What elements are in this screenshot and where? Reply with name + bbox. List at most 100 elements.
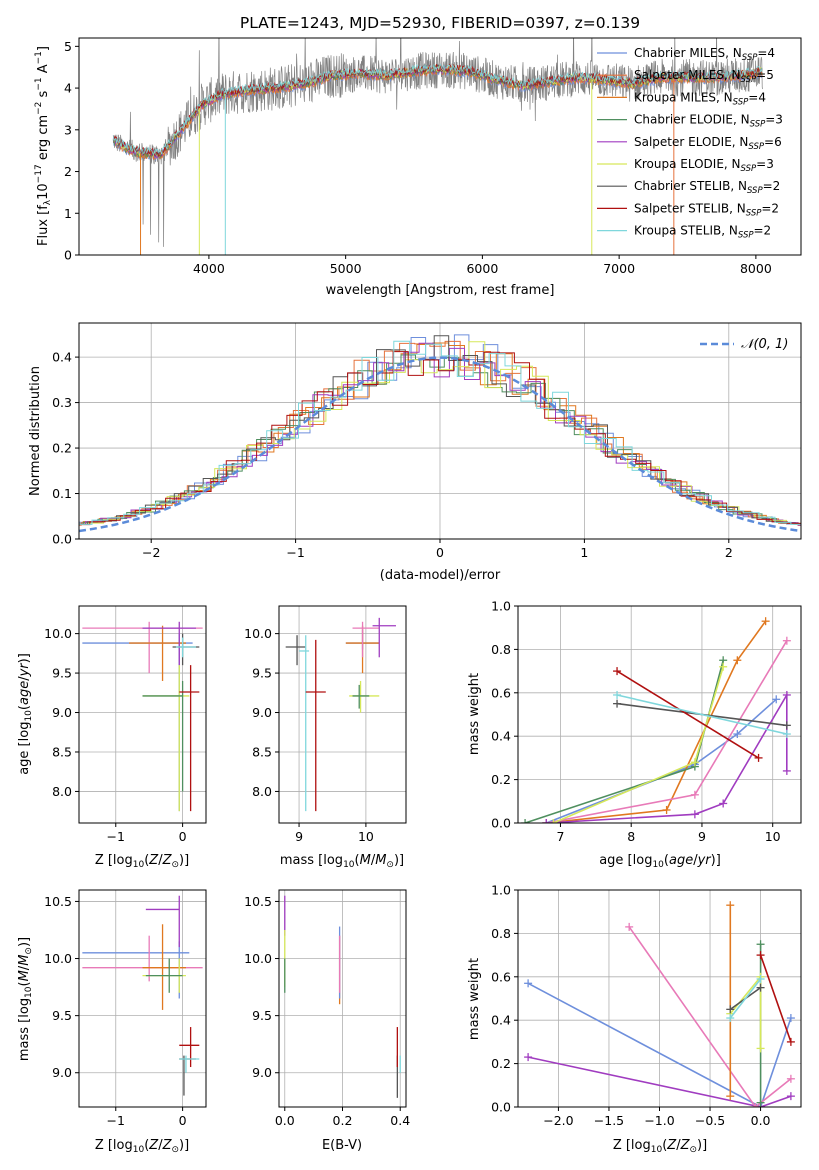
legend-normal-curve-label: 𝒩(0, 1) xyxy=(741,337,788,352)
normal-curve xyxy=(79,356,801,533)
age-vs-mass-frame xyxy=(278,605,407,824)
age-vs-z-plot-area xyxy=(79,606,206,823)
spectrum-xlabel: wavelength [Angstrom, rest frame] xyxy=(326,283,555,298)
y-tick-label: 8.5 xyxy=(252,744,272,759)
age-vs-z-panel: −1 0 8.0 8.5 9.0 9.5 10.0 Z [log10(Z/Z⊙)] age … xyxy=(17,605,207,870)
y-tick-label: 8.0 xyxy=(252,784,272,799)
weight-vs-age-ylabel: mass weight xyxy=(467,673,482,755)
spectrum-legend: Chabrier MILES, NSSP=4 Salpeter MILES, NS… xyxy=(597,46,783,241)
age-vs-mass-errorbars xyxy=(285,617,396,812)
mass-vs-ebv-panel: 0.0 0.2 0.4 9.0 9.5 10.0 10.5 E(B-V) xyxy=(244,889,410,1153)
mass-vs-z-panel: −1 0 9.0 9.5 10.0 10.5 Z [log10(Z/Z⊙)] mass [… xyxy=(17,889,207,1155)
legend-label-chabrier_stelib: Chabrier STELIB, NSSP=2 xyxy=(634,179,780,196)
weight-vs-age-xlabel: age [log10(age/yr)] xyxy=(599,853,721,870)
histogram-kroupa_stelib xyxy=(79,340,801,525)
x-tick-label: −1 xyxy=(286,545,304,560)
weight-vs-age-ticks: 7 8 9 10 0.0 0.2 0.4 0.6 0.8 1.0 xyxy=(491,599,781,845)
residuals-panel: −2 −1 0 1 2 0.0 0.1 0.2 0.3 0.4 𝒩(0, 1) (data-mod… xyxy=(28,322,802,583)
y-tick-label: 0 xyxy=(64,248,72,263)
y-tick-label: 0.2 xyxy=(491,1056,511,1071)
age-vs-mass-plot-area xyxy=(279,606,406,823)
legend-label-chabrier_elodie: Chabrier ELODIE, NSSP=3 xyxy=(634,113,783,130)
age-vs-mass-ticks: 9 10 8.0 8.5 9.0 9.5 10.0 xyxy=(244,626,374,844)
y-tick-label: 0.0 xyxy=(491,1100,511,1115)
y-tick-label: 0.0 xyxy=(52,532,72,547)
y-tick-label: 5 xyxy=(64,39,72,54)
y-tick-label: 9.5 xyxy=(52,1008,72,1023)
y-tick-label: 9.5 xyxy=(252,1008,272,1023)
age-vs-z-xlabel: Z [log10(Z/Z⊙)] xyxy=(95,853,189,870)
spectrum-panel: 4000 5000 6000 7000 8000 0 1 2 3 4 5 Chabrier MILE… xyxy=(34,37,802,298)
weight-vs-age-panel: 7 8 9 10 0.0 0.2 0.4 0.6 0.8 1.0 age [log10(age/y… xyxy=(467,599,802,870)
x-tick-label: 4000 xyxy=(193,261,225,276)
weight-line-salpeter_stelib xyxy=(616,670,759,759)
y-tick-label: 0.8 xyxy=(491,642,511,657)
histogram-salpeter_stelib xyxy=(79,351,801,526)
x-tick-label: −1.5 xyxy=(594,1113,624,1128)
y-tick-label: 0.6 xyxy=(491,685,511,700)
y-tick-label: 3 xyxy=(64,122,72,137)
weight-line-pink xyxy=(546,640,788,823)
y-tick-label: 0.2 xyxy=(491,772,511,787)
weight-lines xyxy=(524,901,795,1107)
mass-vs-ebv-ticks: 0.0 0.2 0.4 9.0 9.5 10.0 10.5 xyxy=(244,894,410,1128)
x-tick-label: −0.5 xyxy=(695,1113,725,1128)
y-tick-label: 0.4 xyxy=(52,350,72,365)
weight-lines xyxy=(521,617,791,823)
x-tick-label: 0 xyxy=(436,545,444,560)
x-tick-label: 9 xyxy=(295,829,303,844)
mass-vs-z-errorbars xyxy=(82,895,203,1096)
x-tick-label: 0.0 xyxy=(275,1113,295,1128)
age-vs-z-errorbars xyxy=(82,621,203,812)
x-tick-label: 0 xyxy=(179,1113,187,1128)
y-tick-label: 9.0 xyxy=(252,705,272,720)
legend-label-salpeter_miles: Salpeter MILES, NSSP=5 xyxy=(634,68,774,85)
weight-line-kroupa_stelib xyxy=(729,978,762,1019)
age-vs-z-ticks: −1 0 8.0 8.5 9.0 9.5 10.0 xyxy=(44,626,186,844)
mass-vs-z-plot-area xyxy=(79,890,206,1107)
weight-vs-age-frame xyxy=(517,605,802,824)
weight-vs-age-plot-area xyxy=(518,605,801,824)
spectrum-data-line xyxy=(112,38,763,247)
x-tick-label: 8000 xyxy=(740,261,772,276)
legend-label-kroupa_miles: Kroupa MILES, NSSP=4 xyxy=(634,90,766,107)
residuals-ticks: −2 −1 0 1 2 0.0 0.1 0.2 0.3 0.4 xyxy=(52,350,733,560)
y-tick-label: 2 xyxy=(64,164,72,179)
x-tick-label: 0 xyxy=(179,829,187,844)
x-tick-label: 1 xyxy=(580,545,588,560)
y-tick-label: 0.1 xyxy=(52,486,72,501)
age-vs-mass-xlabel: mass [log10(M/M⊙)] xyxy=(280,853,404,870)
y-tick-label: 10.5 xyxy=(244,894,272,909)
weight-line-salpeter_elodie xyxy=(527,1056,792,1107)
x-tick-label: −1 xyxy=(107,829,125,844)
y-tick-label: 1.0 xyxy=(491,599,511,614)
weight-line-chabrier_miles xyxy=(527,982,792,1107)
histogram-kroupa_elodie xyxy=(79,341,801,525)
x-tick-label: 0.4 xyxy=(390,1113,410,1128)
x-tick-label: 0.0 xyxy=(751,1113,771,1128)
y-tick-label: 10.0 xyxy=(244,626,272,641)
y-tick-label: 0.6 xyxy=(491,969,511,984)
weight-line-kroupa_stelib xyxy=(616,694,787,735)
mass-vs-z-xlabel: Z [log10(Z/Z⊙)] xyxy=(95,1138,189,1155)
age-vs-z-ylabel: age [log10(age/yr)] xyxy=(17,653,34,775)
weight-vs-z-ticks: −2.0 −1.5 −1.0 −0.5 0.0 0.0 0.2 0.4 0.6 0.8 1.0 xyxy=(491,883,770,1129)
histogram-group xyxy=(79,334,801,533)
x-tick-label: 8 xyxy=(627,829,635,844)
y-tick-label: 9.0 xyxy=(52,705,72,720)
residuals-xlabel: (data-model)/error xyxy=(380,568,501,583)
legend-label-salpeter_elodie: Salpeter ELODIE, NSSP=6 xyxy=(634,135,782,152)
y-tick-label: 10.0 xyxy=(44,626,72,641)
x-tick-label: −1 xyxy=(107,1113,125,1128)
weight-vs-z-ylabel: mass weight xyxy=(467,958,482,1040)
legend-label-kroupa_stelib: Kroupa STELIB, NSSP=2 xyxy=(634,224,771,241)
y-tick-label: 0.4 xyxy=(491,729,511,744)
weight-vs-z-plot-area xyxy=(518,889,801,1108)
legend-label-kroupa_elodie: Kroupa ELODIE, NSSP=3 xyxy=(634,157,774,174)
y-tick-label: 10.0 xyxy=(44,951,72,966)
spectrum-model-kroupa_stelib xyxy=(112,63,763,156)
y-tick-label: 0.8 xyxy=(491,926,511,941)
figure-title: PLATE=1243, MJD=52930, FIBERID=0397, z=0… xyxy=(240,14,640,32)
y-tick-label: 1 xyxy=(64,206,72,221)
weight-line-kroupa_miles xyxy=(546,620,767,823)
